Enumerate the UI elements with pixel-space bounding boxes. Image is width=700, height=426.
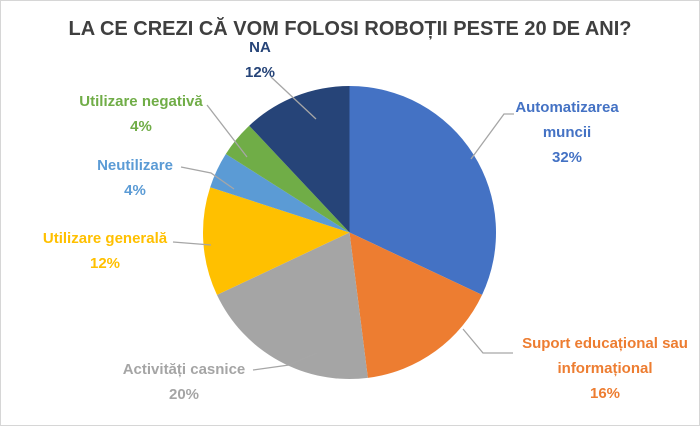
leader-line-na: [270, 76, 317, 120]
callout-automatizarea-muncii: Automatizarea muncii 32%: [497, 95, 637, 170]
callout-utilizare-negativa: Utilizare negativă 4%: [41, 89, 241, 139]
callout-percent: 4%: [130, 118, 152, 135]
pie-slice-2: [216, 232, 368, 379]
leader-lines: [172, 76, 514, 371]
callout-suport-educational: Suport educațional sau informațional 16%: [515, 331, 695, 406]
pie-slice-6: [249, 86, 350, 233]
leader-line-automatizarea: [470, 113, 514, 160]
callout-na: NA 12%: [225, 35, 295, 85]
pie-slice-0: [349, 86, 497, 295]
callout-activitati-casnice: Activități casnice 20%: [104, 357, 264, 407]
callout-percent: 12%: [244, 64, 276, 81]
pie-slice-4: [210, 154, 350, 233]
callout-label: Utilizare generală: [42, 230, 168, 247]
callout-utilizare-generala: Utilizare generală 12%: [25, 226, 185, 276]
callout-neutilizare: Neutilizare 4%: [65, 153, 205, 203]
callout-label: Utilizare negativă: [79, 93, 203, 110]
leader-line-negativa: [206, 104, 248, 158]
leader-line-activitati: [252, 352, 318, 371]
callout-percent: 16%: [589, 385, 621, 402]
pie-slice-3: [202, 187, 350, 295]
pie-slice-5: [225, 125, 350, 233]
callout-percent: 12%: [89, 255, 121, 272]
pie-slice-1: [349, 232, 483, 378]
callout-label: Neutilizare: [97, 157, 173, 174]
leader-line-suport: [462, 328, 513, 354]
callout-label: NA: [249, 39, 271, 56]
callout-percent: 4%: [124, 182, 146, 199]
pie-slices: [202, 86, 497, 379]
chart-title: LA CE CREZI CĂ VOM FOLOSI ROBOȚII PESTE …: [68, 18, 632, 40]
leader-line-neutilizare: [180, 166, 235, 190]
callout-label: Automatizarea muncii: [515, 99, 619, 141]
leader-line-generala: [172, 241, 212, 246]
callout-percent: 20%: [168, 386, 200, 403]
callout-percent: 32%: [551, 149, 583, 166]
callout-label: Suport educațional sau informațional: [522, 335, 688, 377]
callout-label: Activități casnice: [122, 361, 246, 378]
